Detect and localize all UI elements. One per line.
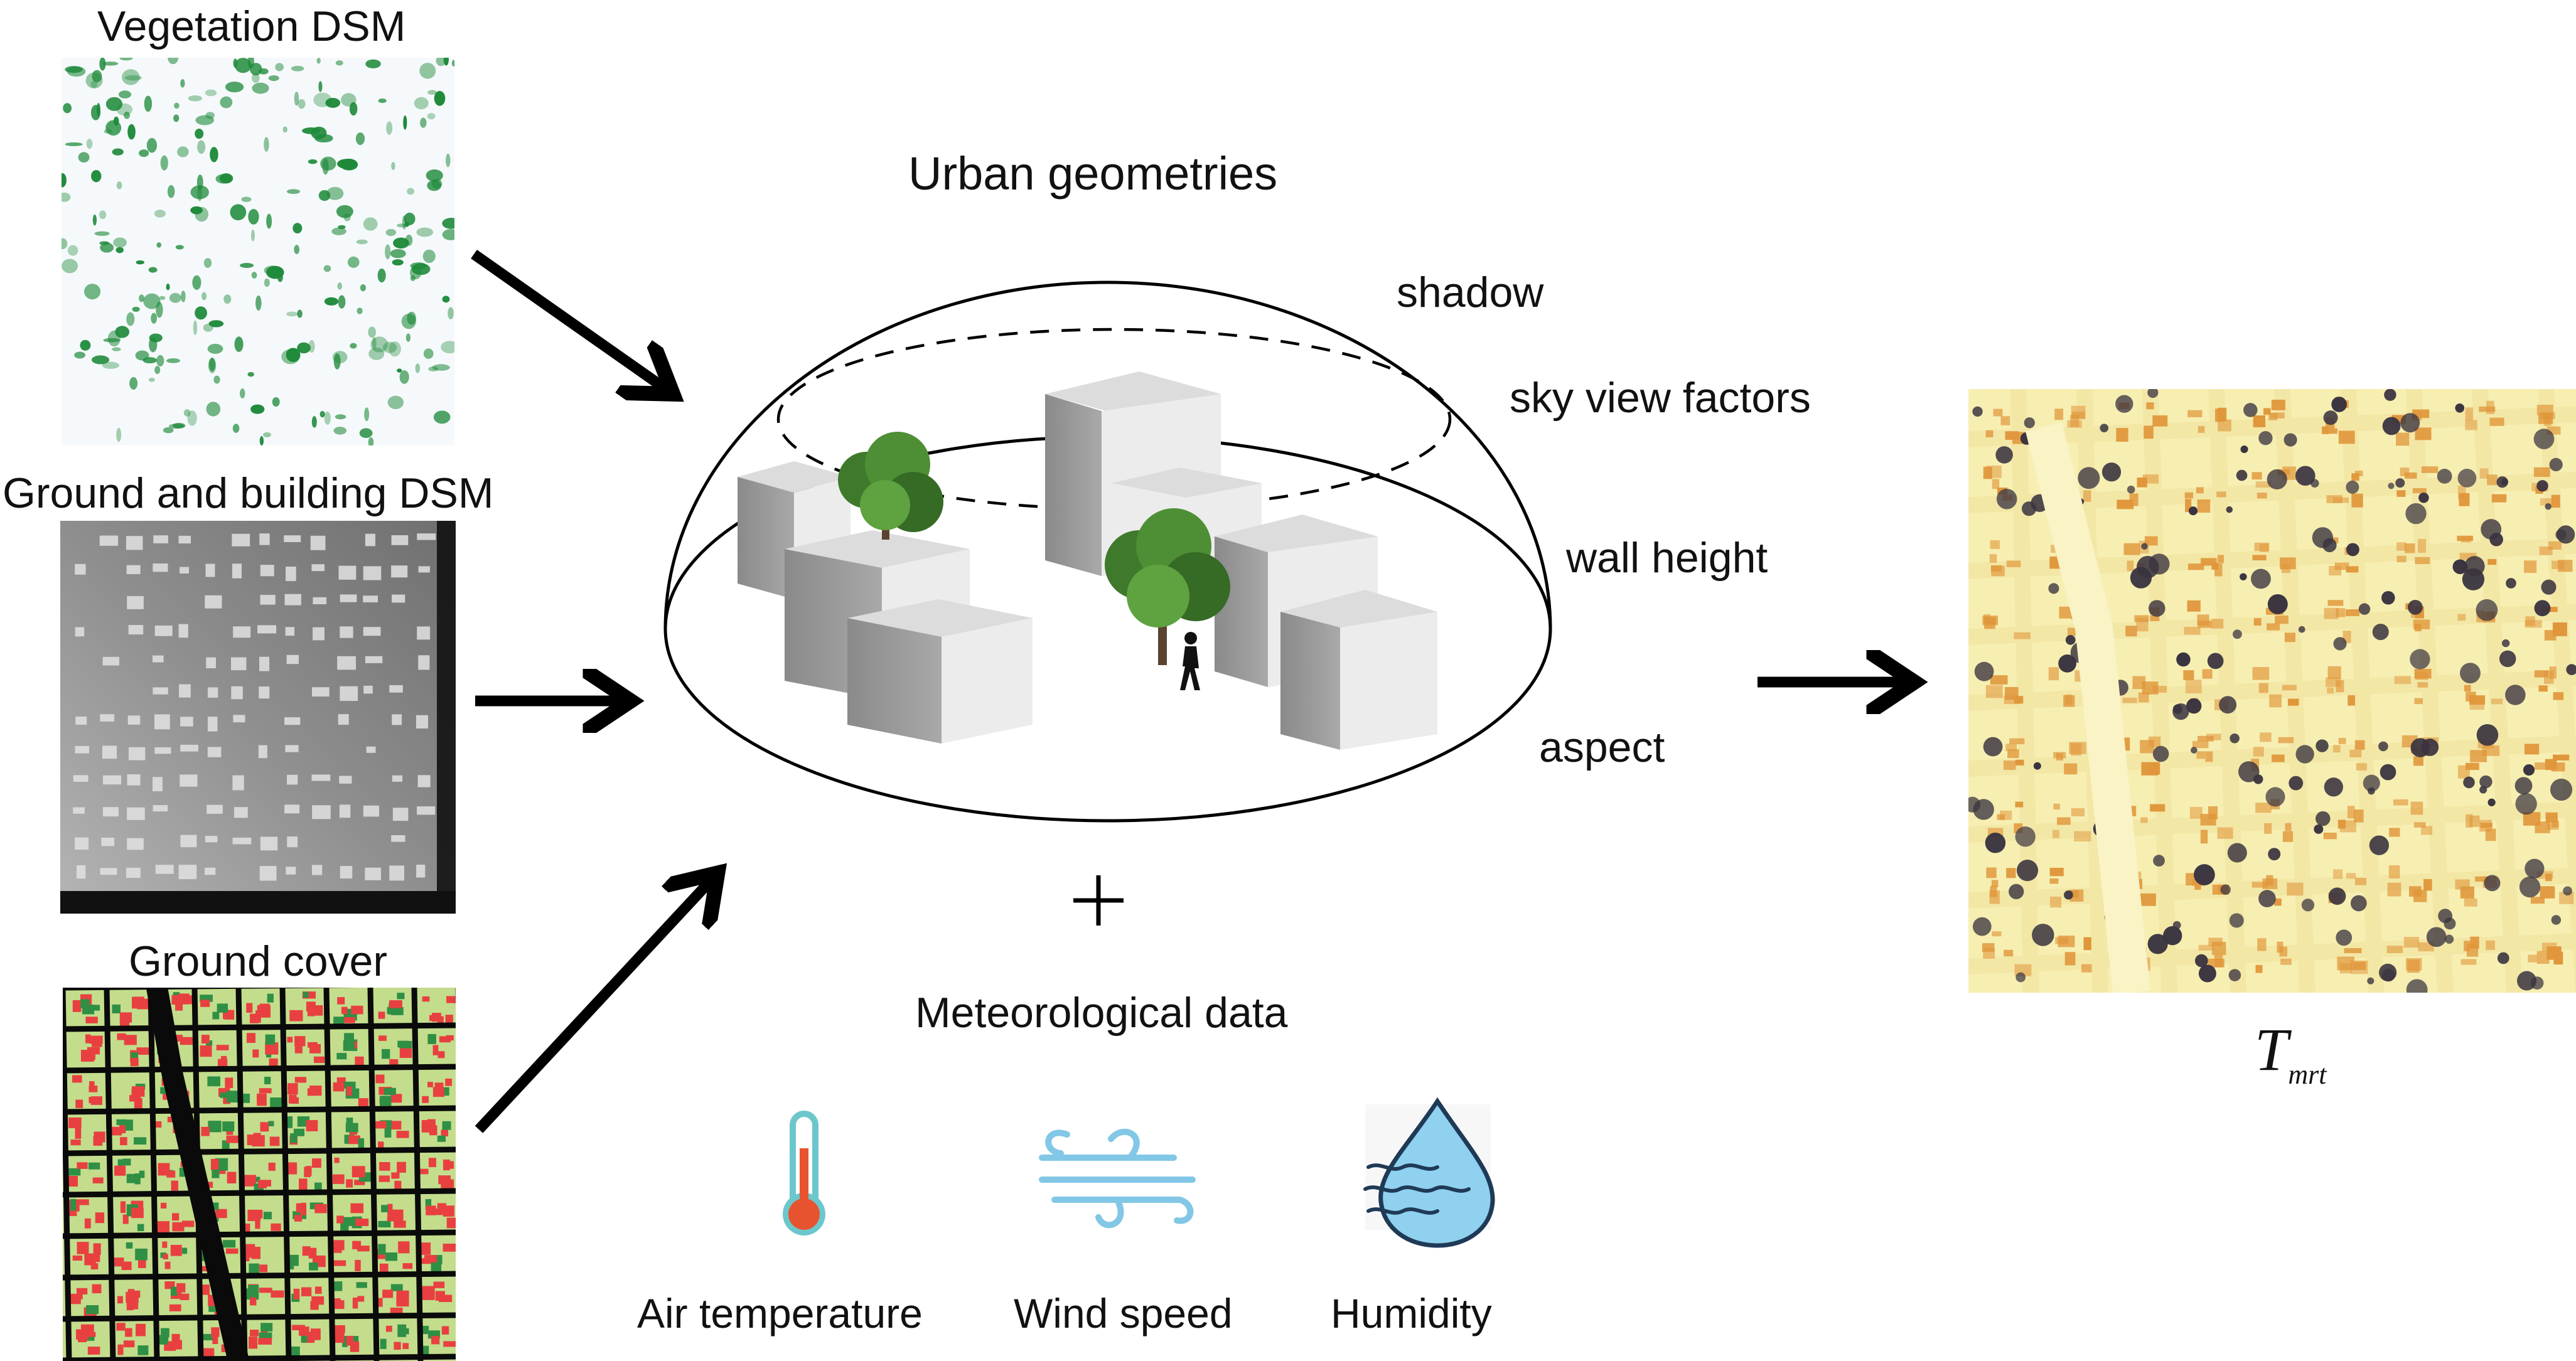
meteorological-data-title: Meteorological data <box>915 989 1288 1037</box>
humidity-label: Humidity <box>1331 1290 1492 1337</box>
tree-center <box>1105 508 1230 665</box>
tmrt-subscript: mrt <box>2288 1059 2327 1090</box>
tmrt-label: Tmrt <box>2255 1020 2327 1089</box>
arrow-groundcover-to-geometry <box>475 875 716 1133</box>
factor-aspect: aspect <box>1539 723 1665 771</box>
thermometer-icon <box>783 1111 825 1236</box>
factor-wall-height: wall height <box>1566 534 1768 582</box>
urban-geometries-title: Urban geometries <box>908 147 1278 200</box>
tmrt-symbol: T <box>2255 1016 2289 1083</box>
pedestrian-figure <box>1180 632 1200 690</box>
ground-cover-map <box>63 988 456 1361</box>
water-drop-icon <box>1363 1097 1495 1248</box>
tmrt-output-map <box>1968 389 2576 993</box>
urban-buildings <box>738 371 1437 750</box>
ground-cover-title: Ground cover <box>129 937 387 985</box>
dome-outline <box>663 280 1552 629</box>
ground-building-dsm-map <box>60 521 456 914</box>
factor-sky-view: sky view factors <box>1510 374 1811 422</box>
factor-shadow: shadow <box>1397 269 1544 316</box>
tree-left <box>838 432 943 540</box>
plus-sign <box>1073 875 1124 926</box>
vegetation-dsm-title: Vegetation DSM <box>97 3 406 50</box>
ground-building-dsm-title: Ground and building DSM <box>3 469 494 517</box>
vegetation-dsm-map <box>62 58 454 446</box>
wind-speed-label: Wind speed <box>1014 1290 1233 1337</box>
arrow-vegetation-to-geometry <box>471 250 670 392</box>
wind-icon <box>1039 1128 1196 1229</box>
air-temperature-label: Air temperature <box>637 1290 923 1337</box>
